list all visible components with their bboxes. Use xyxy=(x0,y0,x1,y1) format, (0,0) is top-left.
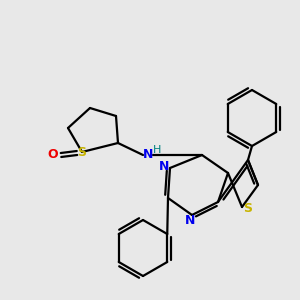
Text: S: S xyxy=(77,146,86,160)
Text: O: O xyxy=(48,148,58,161)
Text: N: N xyxy=(143,148,153,161)
Text: S: S xyxy=(244,202,253,215)
Text: N: N xyxy=(159,160,169,173)
Text: H: H xyxy=(153,145,161,155)
Text: N: N xyxy=(185,214,195,227)
